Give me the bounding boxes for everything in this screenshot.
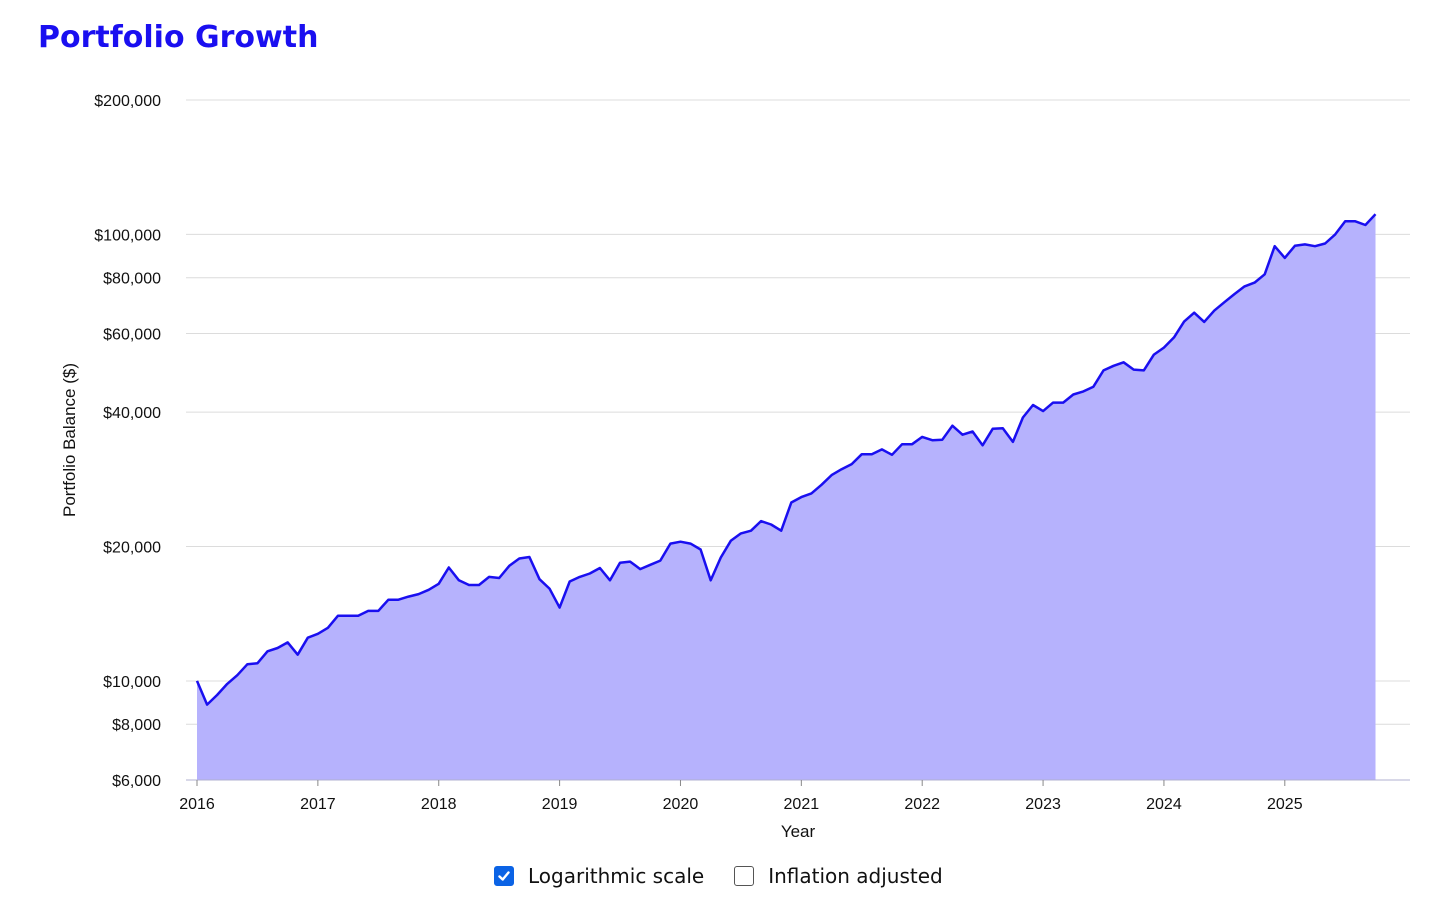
log-scale-toggle[interactable]: Logarithmic scale [494,864,704,888]
x-tick-label: 2017 [300,796,336,813]
y-tick-label: $100,000 [94,227,161,244]
x-tick-label: 2022 [904,796,940,813]
x-axis-title: Year [781,822,816,841]
y-tick-label: $80,000 [103,271,161,288]
y-tick-label: $10,000 [103,674,161,691]
y-axis-title: Portfolio Balance ($) [60,363,79,517]
x-tick-label: 2019 [542,796,578,813]
x-tick-label: 2023 [1025,796,1061,813]
x-tick-label: 2021 [784,796,820,813]
inflation-checkbox[interactable] [734,866,755,886]
checkmark-icon [498,871,510,881]
log-scale-checkbox[interactable] [494,866,514,886]
inflation-label: Inflation adjusted [768,864,943,888]
y-tick-label: $60,000 [103,326,161,343]
y-tick-label: $8,000 [112,717,161,734]
y-tick-label: $40,000 [103,405,161,422]
y-tick-label: $200,000 [94,93,161,110]
series-line [195,213,1377,706]
axes: $6,000 $8,000 $10,000 $20,000 $40,000 $60,000… [94,93,1410,813]
inflation-toggle[interactable]: Inflation adjusted [734,864,943,888]
y-tick-label: $20,000 [103,540,161,557]
x-tick-label: 2024 [1146,796,1182,813]
x-tick-label: 2016 [179,796,215,813]
x-tick-label: 2025 [1267,796,1303,813]
y-tick-label: $6,000 [112,773,161,790]
chart-controls: Logarithmic scale Inflation adjusted [494,864,943,888]
x-tick-label: 2020 [663,796,699,813]
x-tick-label: 2018 [421,796,457,813]
chart-area-layer [195,213,1377,780]
log-scale-label: Logarithmic scale [528,864,705,888]
chart-title: Portfolio Growth [38,20,319,55]
series-area [197,214,1376,780]
